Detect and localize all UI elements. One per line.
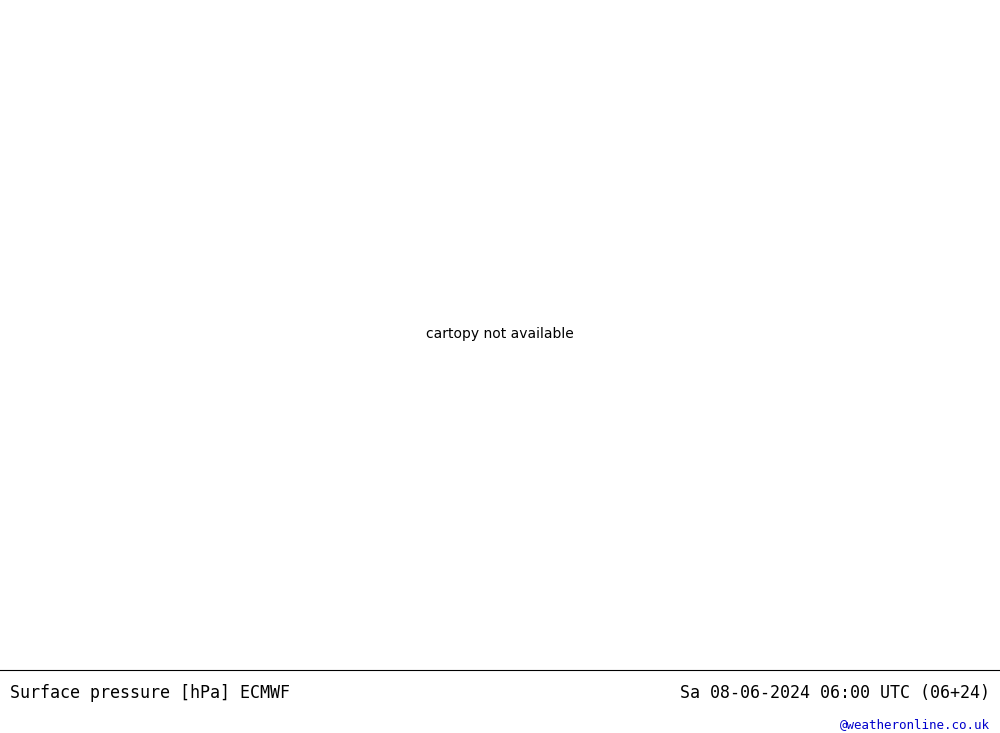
Text: @weatheronline.co.uk: @weatheronline.co.uk — [840, 718, 990, 732]
Text: Sa 08-06-2024 06:00 UTC (06+24): Sa 08-06-2024 06:00 UTC (06+24) — [680, 684, 990, 702]
Text: Surface pressure [hPa] ECMWF: Surface pressure [hPa] ECMWF — [10, 684, 290, 702]
Text: cartopy not available: cartopy not available — [426, 326, 574, 341]
